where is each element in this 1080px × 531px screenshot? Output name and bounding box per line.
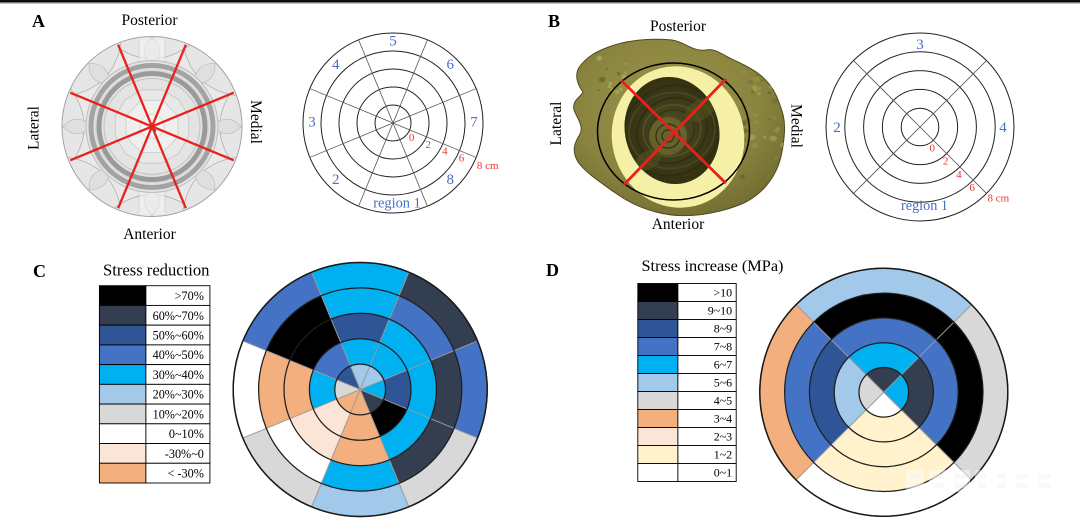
svg-text:Stress reduction: Stress reduction xyxy=(103,261,210,280)
svg-text:7~8: 7~8 xyxy=(714,340,733,354)
svg-text:8 cm: 8 cm xyxy=(477,160,499,172)
svg-text:Stress increase (MPa): Stress increase (MPa) xyxy=(642,256,784,275)
svg-text:< -30%: < -30% xyxy=(168,467,204,481)
svg-text:2: 2 xyxy=(833,120,841,136)
svg-text:10%~20%: 10%~20% xyxy=(153,407,204,421)
svg-text:6: 6 xyxy=(969,182,975,194)
svg-text:4: 4 xyxy=(956,169,962,181)
svg-text:Medial: Medial xyxy=(788,104,805,148)
svg-text:3: 3 xyxy=(916,37,924,53)
svg-text:2: 2 xyxy=(332,172,340,188)
svg-text:1~2: 1~2 xyxy=(714,448,733,462)
svg-text:0~1: 0~1 xyxy=(714,466,733,480)
svg-text:Posterior: Posterior xyxy=(650,18,707,35)
svg-text:40%~50%: 40%~50% xyxy=(153,348,204,362)
svg-text:-30%~0: -30%~0 xyxy=(165,447,204,461)
svg-text:Lateral: Lateral xyxy=(26,106,43,150)
svg-text:Medial: Medial xyxy=(247,100,264,144)
svg-text:7: 7 xyxy=(470,115,478,131)
svg-text:8: 8 xyxy=(447,172,455,188)
svg-text:B: B xyxy=(548,11,560,31)
svg-text:8 cm: 8 cm xyxy=(987,192,1009,204)
svg-text:0: 0 xyxy=(409,132,415,144)
svg-text:region 1: region 1 xyxy=(901,198,948,214)
svg-text:region 1: region 1 xyxy=(373,195,421,211)
svg-text:Anterior: Anterior xyxy=(123,226,176,243)
svg-text:4: 4 xyxy=(442,146,448,158)
svg-text:6: 6 xyxy=(447,57,455,73)
svg-text:5: 5 xyxy=(389,34,397,50)
svg-text:4: 4 xyxy=(999,120,1007,136)
svg-text:4~5: 4~5 xyxy=(714,394,733,408)
svg-text:3~4: 3~4 xyxy=(714,412,733,426)
svg-text:Posterior: Posterior xyxy=(122,12,179,29)
svg-text:>70%: >70% xyxy=(175,289,204,303)
svg-text:A: A xyxy=(32,11,45,31)
svg-text:50%~60%: 50%~60% xyxy=(153,328,204,342)
svg-text:5~6: 5~6 xyxy=(714,376,733,390)
svg-text:0~10%: 0~10% xyxy=(169,427,204,441)
svg-text:3: 3 xyxy=(308,115,316,131)
svg-text:D: D xyxy=(546,260,559,280)
svg-text:6~7: 6~7 xyxy=(714,358,733,372)
svg-text:Anterior: Anterior xyxy=(652,216,705,233)
svg-text:2: 2 xyxy=(426,139,432,151)
svg-text:>10: >10 xyxy=(713,286,732,300)
svg-text:2: 2 xyxy=(943,156,949,168)
svg-text:20%~30%: 20%~30% xyxy=(153,388,204,402)
svg-text:8~9: 8~9 xyxy=(714,322,733,336)
svg-text:60%~70%: 60%~70% xyxy=(153,309,204,323)
svg-text:4: 4 xyxy=(332,57,340,73)
svg-text:9~10: 9~10 xyxy=(708,304,733,318)
svg-text:6: 6 xyxy=(459,153,465,165)
svg-text:30%~40%: 30%~40% xyxy=(153,368,204,382)
svg-text:0: 0 xyxy=(930,142,936,154)
svg-text:C: C xyxy=(33,261,46,281)
svg-text:2~3: 2~3 xyxy=(714,430,733,444)
svg-text:Lateral: Lateral xyxy=(548,102,565,146)
